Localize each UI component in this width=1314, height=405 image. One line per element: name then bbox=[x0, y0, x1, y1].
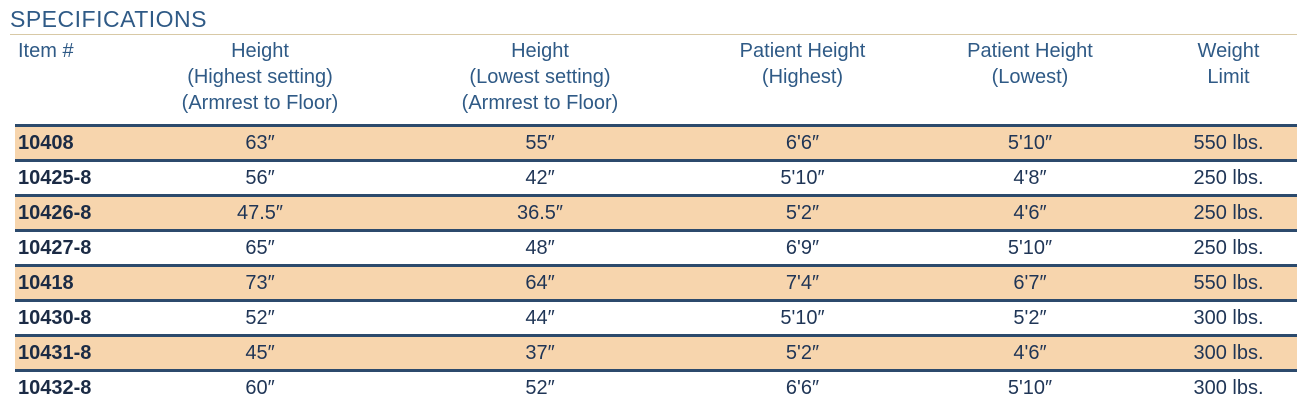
cell-patient-height-highest: 5'2″ bbox=[705, 334, 900, 371]
column-header-height-lowest: Height (Lowest setting) (Armrest to Floo… bbox=[461, 40, 619, 114]
cell-height-highest: 45″ bbox=[145, 334, 375, 371]
cell-patient-height-highest: 5'10″ bbox=[705, 299, 900, 336]
table-row: 10426-8 47.5″ 36.5″ 5'2″ 4'6″ 250 lbs. bbox=[15, 194, 1297, 231]
cell-weight-limit: 300 lbs. bbox=[1160, 334, 1297, 371]
cell-patient-height-highest: 7'4″ bbox=[705, 264, 900, 301]
cell-height-highest: 47.5″ bbox=[145, 194, 375, 231]
cell-patient-height-highest: 5'10″ bbox=[705, 159, 900, 196]
cell-patient-height-highest: 6'6″ bbox=[705, 369, 900, 404]
cell-weight-limit: 550 lbs. bbox=[1160, 264, 1297, 301]
cell-patient-height-lowest: 6'7″ bbox=[900, 264, 1160, 301]
cell-patient-height-highest: 5'2″ bbox=[705, 194, 900, 231]
table-row: 10408 63″ 55″ 6'6″ 5'10″ 550 lbs. bbox=[15, 124, 1297, 161]
cell-item: 10427-8 bbox=[15, 229, 145, 266]
cell-weight-limit: 550 lbs. bbox=[1160, 124, 1297, 161]
cell-weight-limit: 250 lbs. bbox=[1160, 194, 1297, 231]
cell-item: 10430-8 bbox=[15, 299, 145, 336]
column-header-patient-height-highest: Patient Height (Highest) bbox=[739, 40, 866, 88]
column-header-item: Item # bbox=[18, 40, 74, 62]
cell-weight-limit: 300 lbs. bbox=[1160, 299, 1297, 336]
cell-height-highest: 65″ bbox=[145, 229, 375, 266]
cell-height-lowest: 52″ bbox=[375, 369, 705, 404]
table-row: 10425-8 56″ 42″ 5'10″ 4'8″ 250 lbs. bbox=[15, 159, 1297, 196]
cell-height-lowest: 44″ bbox=[375, 299, 705, 336]
column-header-patient-height-lowest: Patient Height (Lowest) bbox=[967, 40, 1093, 88]
cell-patient-height-highest: 6'6″ bbox=[705, 124, 900, 161]
cell-patient-height-lowest: 4'6″ bbox=[900, 334, 1160, 371]
table-row: 10431-8 45″ 37″ 5'2″ 4'6″ 300 lbs. bbox=[15, 334, 1297, 371]
cell-patient-height-lowest: 4'8″ bbox=[900, 159, 1160, 196]
cell-weight-limit: 250 lbs. bbox=[1160, 229, 1297, 266]
cell-weight-limit: 250 lbs. bbox=[1160, 159, 1297, 196]
cell-patient-height-lowest: 5'10″ bbox=[900, 229, 1160, 266]
cell-item: 10426-8 bbox=[15, 194, 145, 231]
table-row: 10430-8 52″ 44″ 5'10″ 5'2″ 300 lbs. bbox=[15, 299, 1297, 336]
cell-height-lowest: 55″ bbox=[375, 124, 705, 161]
cell-weight-limit: 300 lbs. bbox=[1160, 369, 1297, 404]
specifications-table: Item # Height (Highest setting) (Armrest… bbox=[15, 38, 1297, 404]
cell-patient-height-lowest: 5'10″ bbox=[900, 369, 1160, 404]
cell-height-highest: 73″ bbox=[145, 264, 375, 301]
table-row: 10427-8 65″ 48″ 6'9″ 5'10″ 250 lbs. bbox=[15, 229, 1297, 266]
cell-item: 10431-8 bbox=[15, 334, 145, 371]
cell-height-highest: 52″ bbox=[145, 299, 375, 336]
cell-patient-height-lowest: 5'10″ bbox=[900, 124, 1160, 161]
cell-height-highest: 63″ bbox=[145, 124, 375, 161]
page-title: SPECIFICATIONS bbox=[10, 6, 207, 32]
table-row: 10418 73″ 64″ 7'4″ 6'7″ 550 lbs. bbox=[15, 264, 1297, 301]
title-divider bbox=[10, 34, 1297, 35]
cell-height-lowest: 42″ bbox=[375, 159, 705, 196]
cell-height-lowest: 64″ bbox=[375, 264, 705, 301]
column-header-height-highest: Height (Highest setting) (Armrest to Flo… bbox=[181, 40, 339, 114]
cell-height-lowest: 36.5″ bbox=[375, 194, 705, 231]
column-header-weight-limit: Weight Limit bbox=[1197, 40, 1260, 88]
cell-patient-height-lowest: 5'2″ bbox=[900, 299, 1160, 336]
cell-item: 10418 bbox=[15, 264, 145, 301]
cell-patient-height-highest: 6'9″ bbox=[705, 229, 900, 266]
cell-patient-height-lowest: 4'6″ bbox=[900, 194, 1160, 231]
cell-item: 10425-8 bbox=[15, 159, 145, 196]
table-header-row: Item # Height (Highest setting) (Armrest… bbox=[15, 38, 1297, 126]
cell-height-highest: 60″ bbox=[145, 369, 375, 404]
cell-item: 10432-8 bbox=[15, 369, 145, 404]
table-row: 10432-8 60″ 52″ 6'6″ 5'10″ 300 lbs. bbox=[15, 369, 1297, 404]
cell-height-lowest: 37″ bbox=[375, 334, 705, 371]
cell-item: 10408 bbox=[15, 124, 145, 161]
cell-height-highest: 56″ bbox=[145, 159, 375, 196]
cell-height-lowest: 48″ bbox=[375, 229, 705, 266]
